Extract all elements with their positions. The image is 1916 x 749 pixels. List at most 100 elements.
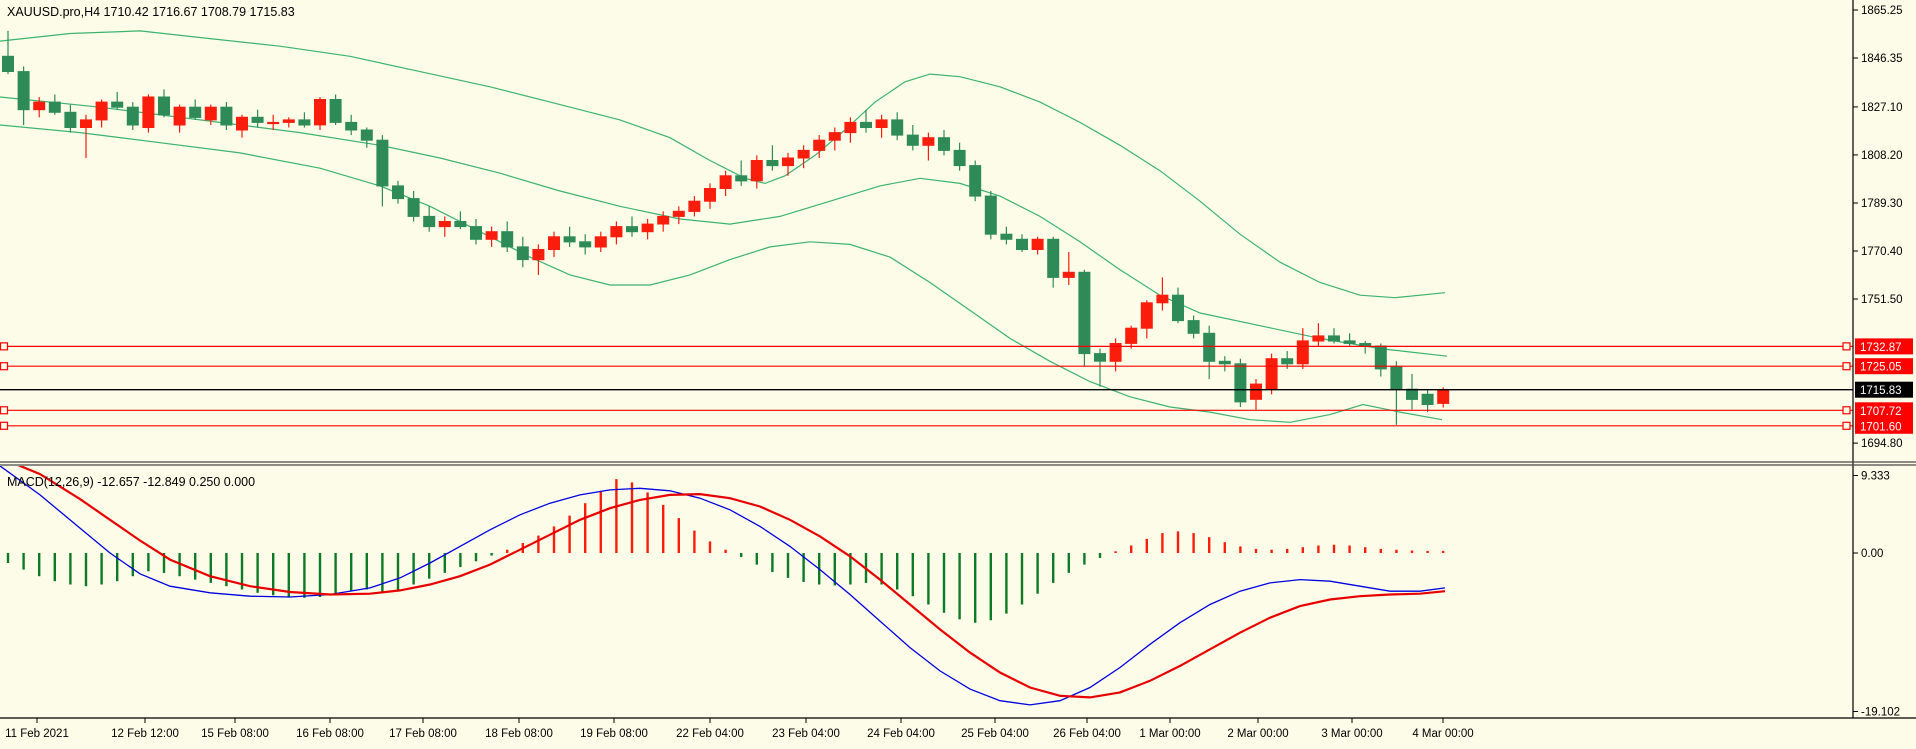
candle-body: [126, 106, 139, 126]
candle-bullish: [142, 94, 155, 133]
candle-bullish: [1125, 325, 1138, 349]
candle-bearish: [2, 30, 14, 75]
candle-bearish: [1374, 343, 1387, 377]
price-line-badge-box[interactable]: [1855, 358, 1913, 375]
current-price-badge-box[interactable]: [1855, 381, 1913, 398]
candle-bearish: [1078, 269, 1091, 367]
candle-bearish: [220, 102, 233, 130]
candle-bearish: [501, 221, 514, 252]
bollinger-middle-band: [0, 96, 1448, 357]
chart-symbol-title: XAUUSD.pro,H4 1710.42 1716.67 1708.79 17…: [7, 5, 295, 19]
candle-bearish: [1406, 374, 1418, 410]
candle-body: [1390, 365, 1403, 390]
candle-bearish: [1421, 389, 1434, 413]
time-tick-label: 24 Feb 04:00: [867, 728, 935, 740]
macd-scale-label: 0.00: [1861, 548, 1883, 560]
time-tick-label: 26 Feb 04:00: [1053, 728, 1121, 740]
candle-body: [1187, 320, 1200, 334]
candle-body: [1312, 335, 1325, 342]
candle-bearish: [563, 226, 576, 247]
price-tick-label: 1846.35: [1861, 53, 1903, 65]
candle-body: [563, 236, 576, 243]
candle-body: [1062, 271, 1075, 278]
line-drag-handle[interactable]: [1842, 342, 1851, 351]
time-tick-label: 2 Mar 00:00: [1227, 728, 1288, 740]
candle-bullish: [282, 117, 295, 128]
candle-bullish: [173, 104, 186, 133]
candle-bearish: [407, 191, 420, 222]
candle-bullish: [314, 97, 326, 130]
candle-bullish: [236, 114, 248, 138]
candle-bullish: [532, 244, 545, 275]
line-drag-handle[interactable]: [0, 406, 9, 415]
candle-body: [345, 121, 358, 131]
candle-bearish: [1016, 234, 1028, 252]
candle-bullish: [719, 170, 732, 197]
candle-body: [236, 116, 248, 131]
candle-body: [782, 157, 794, 167]
candle-bullish: [782, 152, 794, 176]
candle-body: [1000, 233, 1013, 240]
candle-bullish: [1062, 252, 1075, 285]
candle-body: [688, 200, 701, 212]
price-tick-label: 1865.25: [1861, 5, 1903, 17]
candle-body: [204, 106, 217, 121]
candle-body: [1234, 363, 1247, 403]
price-line-badge-box[interactable]: [1855, 338, 1913, 355]
time-tick-label: 18 Feb 08:00: [485, 728, 553, 740]
candle-body: [626, 226, 638, 233]
time-tick-label: 1 Mar 00:00: [1139, 728, 1200, 740]
candle-body: [766, 160, 779, 167]
candle-body: [1296, 340, 1309, 365]
candle-bullish: [797, 145, 810, 169]
candle-body: [1094, 353, 1106, 362]
candle-body: [1140, 302, 1153, 329]
candle-bullish: [828, 127, 841, 151]
candle-body: [454, 221, 467, 228]
candle-bullish: [80, 114, 92, 158]
line-drag-handle[interactable]: [1842, 362, 1851, 371]
candle-body: [142, 96, 155, 128]
price-tick-label: 1770.40: [1861, 246, 1903, 258]
candle-body: [282, 119, 295, 123]
line-drag-handle[interactable]: [0, 342, 9, 351]
candle-body: [922, 137, 935, 146]
time-tick-label: 22 Feb 04:00: [676, 728, 744, 740]
candle-body: [1343, 340, 1356, 344]
candle-body: [704, 188, 716, 202]
time-tick-label: 25 Feb 04:00: [961, 728, 1029, 740]
candle-body: [64, 111, 77, 129]
candle-body: [594, 236, 607, 248]
candle-body: [984, 195, 997, 235]
candle-body: [969, 165, 982, 197]
current-price-badge-text: 1715.83: [1860, 385, 1902, 397]
candle-bearish: [376, 135, 389, 207]
candle-bearish: [158, 89, 170, 118]
macd-scale-label: -19.102: [1861, 707, 1900, 719]
line-drag-handle[interactable]: [1842, 421, 1851, 430]
candle-bullish: [813, 135, 826, 158]
candle-body: [828, 132, 841, 141]
line-drag-handle[interactable]: [0, 421, 9, 430]
price-line-badge-text: 1707.72: [1860, 406, 1902, 418]
candle-bearish: [392, 180, 404, 204]
candle-body: [1031, 238, 1044, 251]
candle-bullish: [1250, 379, 1262, 410]
time-tick-label: 15 Feb 08:00: [201, 728, 269, 740]
candle-bullish: [641, 219, 654, 240]
line-drag-handle[interactable]: [1842, 406, 1851, 415]
macd-signal-line: [17, 466, 1446, 699]
price-tick-label: 1827.10: [1861, 102, 1903, 114]
price-line-badge-box[interactable]: [1855, 417, 1913, 434]
candle-bullish: [657, 211, 670, 232]
candle-body: [906, 134, 919, 146]
candle-body: [1265, 358, 1278, 390]
candle-bearish: [111, 91, 124, 110]
candle-bearish: [298, 112, 311, 128]
candle-body: [1109, 343, 1122, 362]
line-drag-handle[interactable]: [0, 362, 9, 371]
candle-body: [891, 119, 904, 136]
price-line-badge-box[interactable]: [1855, 402, 1913, 419]
